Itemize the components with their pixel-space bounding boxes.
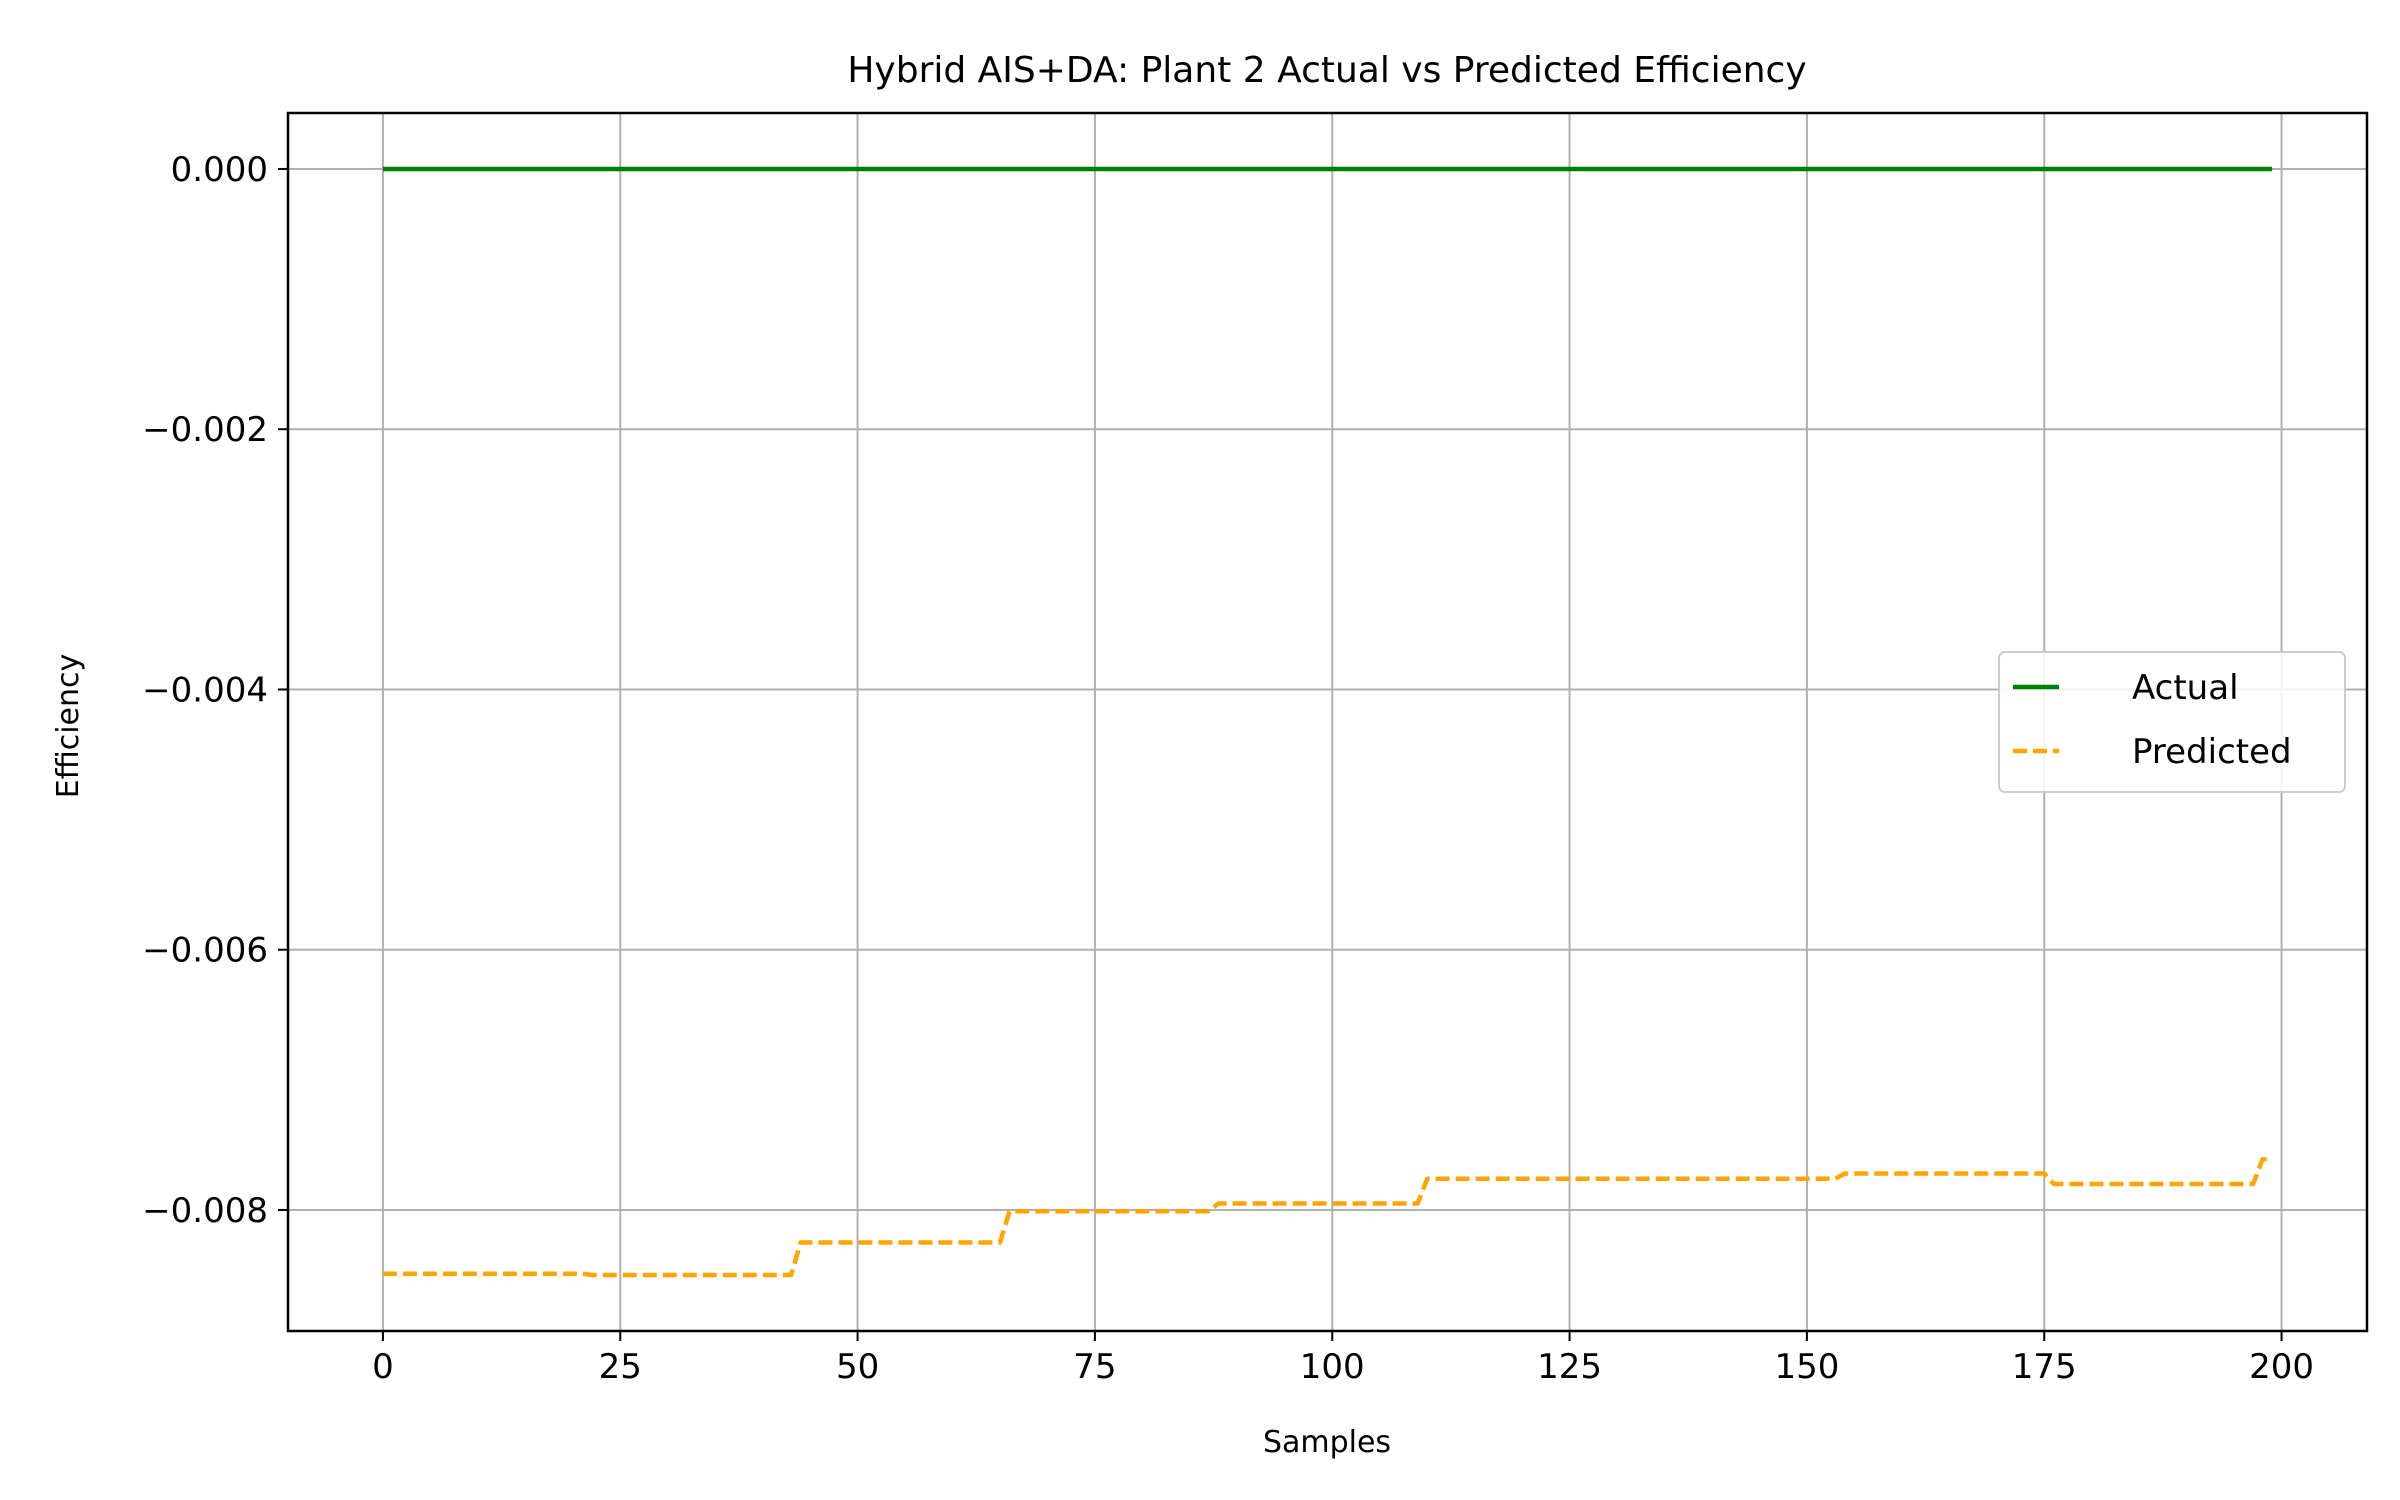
y-tick-label: −0.006 xyxy=(142,931,268,971)
y-tick-label: −0.004 xyxy=(142,670,268,710)
y-tick-label: 0.000 xyxy=(171,150,268,190)
x-tick-label: 200 xyxy=(2249,1347,2314,1387)
x-tick-label: 125 xyxy=(1537,1347,1602,1387)
x-tick-label: 75 xyxy=(1073,1347,1116,1387)
series-line-predicted xyxy=(382,1156,2273,1278)
x-axis-ticks: 0 25 50 75 100 125 150 175 200 xyxy=(372,1331,2314,1387)
legend: Actual Predicted xyxy=(1998,651,2346,793)
legend-label-predicted: Predicted xyxy=(2132,732,2292,772)
y-axis-label: Efficiency xyxy=(51,654,86,799)
x-axis-label: Samples xyxy=(1263,1425,1391,1460)
x-tick-label: 150 xyxy=(1774,1347,1839,1387)
chart-title: Hybrid AIS+DA: Plant 2 Actual vs Predict… xyxy=(847,50,1806,91)
y-axis-ticks: 0.000 −0.002 −0.004 −0.006 −0.008 xyxy=(142,150,288,1231)
plot-area-frame xyxy=(286,111,2369,1333)
x-tick-label: 175 xyxy=(2012,1347,2077,1387)
x-tick-label: 0 xyxy=(372,1347,394,1387)
y-tick-label: −0.002 xyxy=(142,410,268,450)
x-tick-label: 100 xyxy=(1300,1347,1365,1387)
plot-series xyxy=(382,166,2273,1278)
legend-frame xyxy=(1998,651,2346,793)
y-tick-label: −0.008 xyxy=(142,1191,268,1231)
legend-label-actual: Actual xyxy=(2132,668,2239,708)
x-tick-label: 50 xyxy=(836,1347,879,1387)
x-tick-label: 25 xyxy=(599,1347,642,1387)
